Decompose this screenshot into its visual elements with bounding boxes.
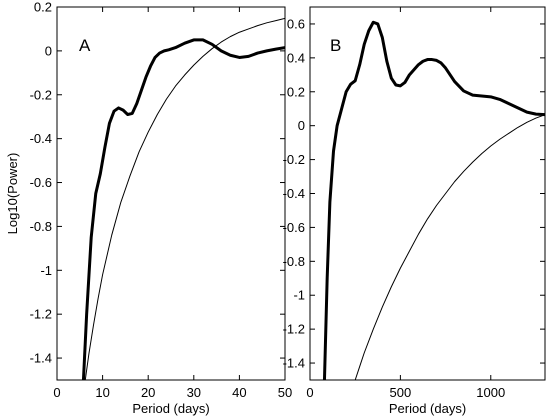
panel-a-x-axis-label: Period (days) [132, 401, 209, 416]
panel-b-y-tick-label: -0.2 [283, 152, 305, 167]
panel-a-x-tick-label: 20 [141, 385, 155, 400]
panel-a-y-tick-label: -1.2 [30, 307, 52, 322]
panel-a-x-tick-label: 50 [278, 385, 292, 400]
panel-b-x-tick-label: 500 [390, 385, 412, 400]
panel-a-x-tick-label: 40 [232, 385, 246, 400]
panel-b: 0 500 1000 -1.4-1.2-1-0.8-0.6-0.4-0.200.20… [283, 6, 546, 416]
panel-a-frame [56, 6, 286, 381]
panel-a-y-tick-label: -0.8 [30, 219, 52, 234]
panel-a-y-tick-label: -0.4 [30, 131, 52, 146]
panel-a-y-tick-label: -1 [40, 263, 52, 278]
panel-b-series-thick-line [322, 20, 545, 380]
panel-a-y-tick-label: -0.6 [30, 175, 52, 190]
panel-b-y-tick-label: 0.6 [287, 16, 305, 31]
panel-a-series [81, 17, 285, 380]
panel-b-x-ticks: 0 500 1000 [306, 7, 505, 400]
panel-a-y-axis-label: Log10(Power) [5, 153, 20, 235]
panel-a-x-ticks: 0 10 20 30 40 50 [53, 7, 292, 400]
panel-b-y-tick-label: -1 [293, 288, 305, 303]
panel-a-series-thin-line [84, 17, 285, 380]
panel-a-label: A [79, 36, 91, 55]
panel-b-y-tick-label: 0 [298, 118, 305, 133]
panel-a-y-tick-label: -0.2 [30, 87, 52, 102]
panel-a-series-thick-line [81, 38, 285, 380]
panel-b-y-tick-label: 0.2 [287, 84, 305, 99]
panel-b-y-tick-label: -1.2 [283, 322, 305, 337]
panel-a: 0 10 20 30 40 50 -1.4-1.2-1-0.8-0.6-0.4-0.200… [5, 0, 292, 416]
panel-b-label: B [330, 36, 341, 55]
panel-b-y-ticks: -1.4 -1.2 -1 -0.8 -0.6 -0.4 -0.2 0 0.2 0.4 0.6 [283, 16, 545, 371]
panel-b-frame [309, 6, 546, 381]
panel-b-x-axis-label: Period (days) [389, 401, 466, 416]
panel-a-x-tick-label: 10 [95, 385, 109, 400]
panel-b-y-tick-label: -0.6 [283, 220, 305, 235]
panel-b-series-thin-line [354, 114, 545, 380]
panel-a-x-tick-label: 0 [53, 385, 60, 400]
panel-b-x-tick-label: 1000 [476, 385, 505, 400]
panel-b-y-tick-label: -0.4 [283, 186, 305, 201]
panel-b-x-tick-label: 0 [306, 385, 313, 400]
panel-a-y-tick-label: -1.4 [30, 351, 52, 366]
panel-a-y-tick-label: 0 [45, 43, 52, 58]
panel-b-y-tick-label: 0.4 [287, 50, 305, 65]
panel-b-series [322, 20, 545, 380]
panel-a-y-tick-label: 0.2 [34, 0, 52, 15]
panel-a-y-ticks: -1.4 -1.2 -1 -0.8 -0.6 -0.4 -0.2 0 0.2 [30, 0, 285, 366]
panel-a-x-tick-label: 30 [187, 385, 201, 400]
panel-b-y-tick-label: -1.4 [283, 356, 305, 371]
panel-b-y-tick-label: -0.8 [283, 254, 305, 269]
